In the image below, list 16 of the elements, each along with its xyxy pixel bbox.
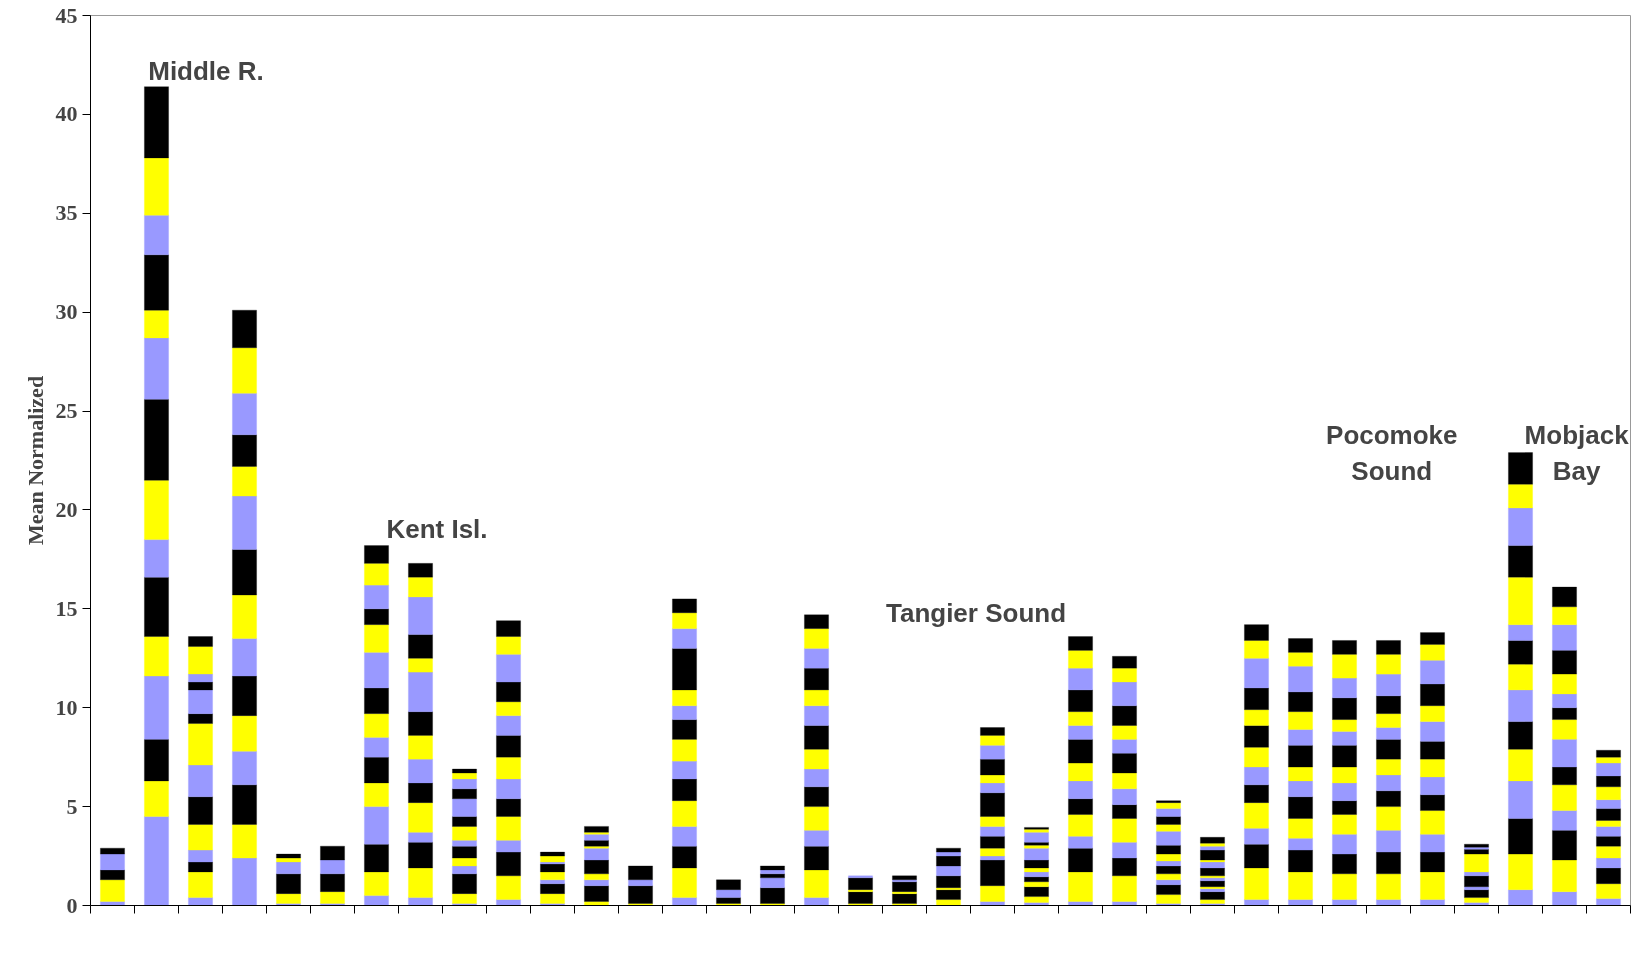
annotation: Mobjack Bay xyxy=(1524,420,1630,487)
y-tick-label: 45 xyxy=(55,2,78,28)
y-tick-label: 5 xyxy=(66,793,78,819)
annotation: Tangier Sound xyxy=(885,598,1067,629)
y-tick-label: 0 xyxy=(66,892,78,918)
y-tick-label: 10 xyxy=(55,694,78,720)
annotation: Pocomoke Sound xyxy=(1326,420,1458,487)
y-tick-label: 20 xyxy=(55,496,78,522)
annotation: Middle R. xyxy=(148,55,264,86)
y-tick-label: 30 xyxy=(55,299,78,325)
y-tick-label: 40 xyxy=(55,101,78,127)
y-axis-title: Mean Normalized xyxy=(22,375,48,546)
y-tick-label: 15 xyxy=(55,595,78,621)
y-tick-label: 35 xyxy=(55,200,78,226)
annotation: Kent Isl. xyxy=(386,513,488,544)
y-tick-label: 25 xyxy=(55,398,78,424)
